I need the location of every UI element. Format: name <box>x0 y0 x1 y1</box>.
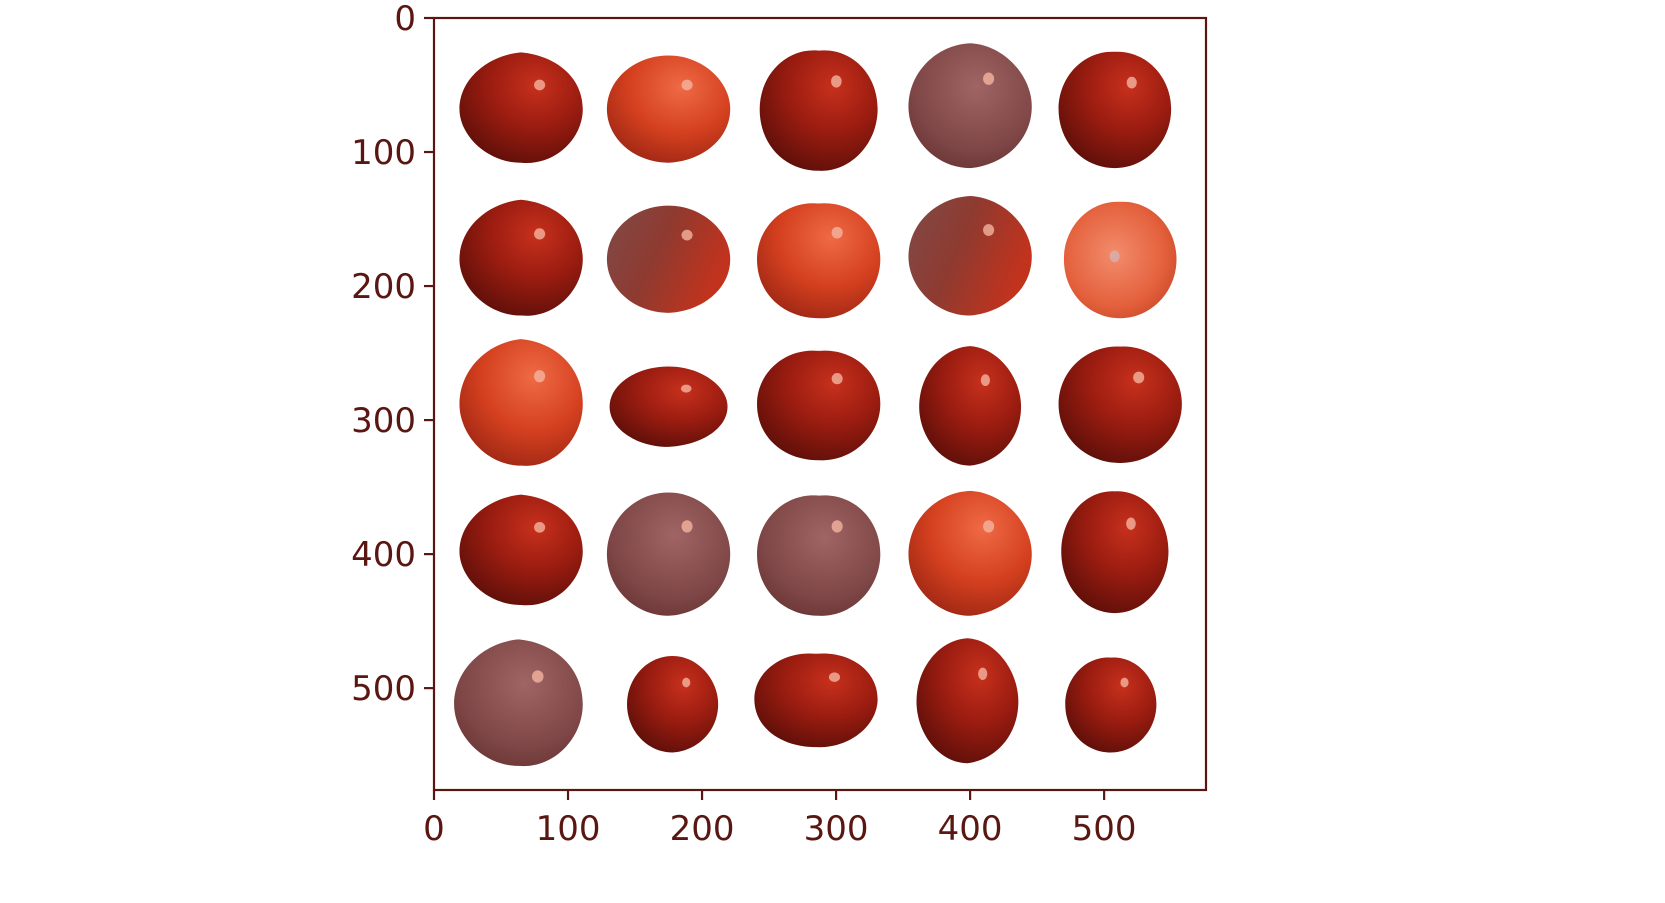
apple-body <box>919 346 1022 466</box>
apple-tile <box>606 205 731 313</box>
y-tick-label: 200 <box>351 267 416 307</box>
apple-highlight <box>828 672 841 682</box>
apple-highlight <box>681 229 693 241</box>
apple-tile <box>609 366 728 447</box>
apple-body <box>1063 201 1177 319</box>
apple-tile <box>1061 491 1169 614</box>
apple-highlight <box>1126 76 1137 89</box>
apple-highlight <box>534 79 546 91</box>
apple-highlight <box>534 521 546 533</box>
apple-body <box>459 52 583 164</box>
apple-highlight <box>1133 371 1145 384</box>
apple-body <box>757 203 881 319</box>
apple-body <box>1061 491 1169 614</box>
y-tick-label: 100 <box>351 133 416 173</box>
apple-body <box>1058 51 1172 169</box>
apple-tile <box>908 195 1032 316</box>
x-tick-label: 200 <box>670 809 735 849</box>
apple-body <box>1065 657 1157 753</box>
apple-body <box>757 495 881 616</box>
apple-body <box>609 366 728 447</box>
apple-tile <box>627 655 719 753</box>
axes-frame <box>432 16 1208 792</box>
y-axis-ticks: 0 100 200 300 400 500 <box>351 0 434 709</box>
apple-tile <box>757 350 881 461</box>
x-tick-label: 100 <box>536 809 601 849</box>
x-tick-label: 300 <box>804 809 869 849</box>
apple-tile <box>1063 201 1177 319</box>
x-tick-label: 500 <box>1072 809 1137 849</box>
apple-tile <box>1065 657 1157 753</box>
apple-tile <box>459 494 583 606</box>
apple-highlight <box>983 520 995 533</box>
apple-body <box>757 350 881 461</box>
y-tick-label: 300 <box>351 401 416 441</box>
apple-highlight <box>534 370 546 383</box>
apple-tile <box>1058 346 1182 463</box>
apple-body <box>459 339 583 466</box>
apple-tile <box>1058 51 1172 169</box>
y-tick-label: 400 <box>351 535 416 575</box>
apple-highlight <box>682 677 691 688</box>
apple-body <box>459 199 583 316</box>
x-axis-ticks: 0 100 200 300 400 500 <box>423 790 1137 849</box>
apple-highlight <box>831 373 843 385</box>
apple-body <box>606 205 731 313</box>
apple-tile <box>606 492 731 616</box>
apple-highlight <box>680 384 692 393</box>
apple-tile <box>754 653 878 748</box>
apple-tile <box>459 199 583 316</box>
apple-highlight <box>534 228 546 240</box>
apple-tile <box>916 638 1019 764</box>
apple-highlight <box>1120 677 1129 688</box>
apple-body <box>908 195 1032 316</box>
apple-highlight <box>531 670 544 683</box>
apple-image-tiles <box>454 43 1182 767</box>
apple-tile <box>757 495 881 616</box>
apple-body <box>454 639 583 767</box>
apple-highlight <box>983 72 995 85</box>
apple-highlight <box>1109 250 1120 263</box>
apple-highlight <box>681 79 693 91</box>
apple-highlight <box>831 520 843 533</box>
apple-tile <box>606 55 731 163</box>
apple-tile <box>908 43 1032 169</box>
apple-body <box>759 50 878 171</box>
y-tick-label: 500 <box>351 669 416 709</box>
apple-highlight <box>980 374 990 387</box>
apple-highlight <box>681 520 693 533</box>
apple-tile <box>908 490 1032 616</box>
apple-body <box>627 655 719 753</box>
apple-body <box>606 492 731 616</box>
apple-highlight <box>1126 517 1136 530</box>
apple-tile <box>454 639 583 767</box>
apple-tile <box>459 52 583 164</box>
apple-highlight <box>983 224 995 236</box>
apple-tile <box>759 50 878 171</box>
apple-highlight <box>831 226 843 239</box>
apple-body <box>754 653 878 748</box>
x-tick-label: 0 <box>423 809 445 849</box>
apple-body <box>908 490 1032 616</box>
apple-tile <box>459 339 583 466</box>
apple-tile <box>919 346 1022 466</box>
apple-body <box>908 43 1032 169</box>
apple-highlight <box>978 667 988 680</box>
apple-body <box>606 55 731 163</box>
apple-body <box>1058 346 1182 463</box>
x-tick-label: 400 <box>938 809 1003 849</box>
apple-body <box>459 494 583 606</box>
y-tick-label: 0 <box>394 0 416 39</box>
apple-tile <box>757 203 881 319</box>
apple-highlight <box>831 75 842 88</box>
apple-body <box>916 638 1019 764</box>
